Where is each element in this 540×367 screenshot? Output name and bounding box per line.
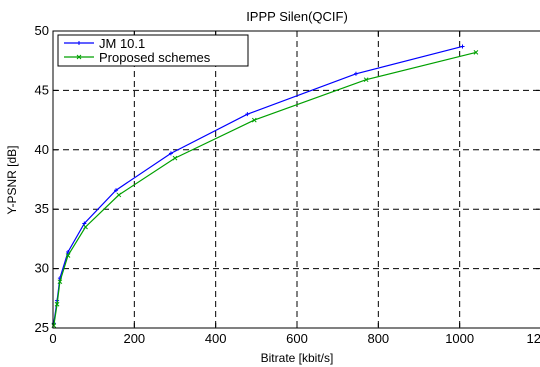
data-point bbox=[83, 224, 88, 230]
legend-label: Proposed schemes bbox=[99, 50, 211, 65]
y-tick-label: 25 bbox=[35, 320, 49, 335]
x-tick-label: 400 bbox=[205, 331, 227, 346]
legend-item: Proposed schemes bbox=[64, 50, 211, 65]
y-tick-label: 50 bbox=[35, 23, 49, 38]
series-layer bbox=[51, 44, 479, 328]
legend-item: JM 10.1 bbox=[64, 36, 145, 51]
data-point bbox=[363, 77, 369, 83]
grid bbox=[53, 31, 540, 328]
legend-box bbox=[57, 34, 249, 67]
data-point bbox=[82, 221, 87, 226]
x-tick-label: 1000 bbox=[445, 331, 474, 346]
series-line bbox=[53, 51, 477, 326]
y-tick-label: 35 bbox=[35, 201, 49, 216]
data-point bbox=[172, 155, 178, 161]
x-tick-label: 200 bbox=[123, 331, 145, 346]
plot-area bbox=[53, 31, 540, 328]
y-tick-label: 30 bbox=[35, 261, 49, 276]
series-2 bbox=[51, 50, 479, 328]
data-point bbox=[65, 253, 71, 258]
x-tick-label: 600 bbox=[286, 331, 308, 346]
chart-title: IPPP Silen(QCIF) bbox=[246, 9, 348, 24]
data-point bbox=[245, 112, 250, 117]
y-axis-label: Y-PSNR [dB] bbox=[5, 146, 19, 215]
data-point bbox=[54, 301, 60, 307]
data-point bbox=[57, 279, 63, 285]
legend-label: JM 10.1 bbox=[99, 36, 145, 51]
data-point bbox=[116, 192, 122, 198]
data-point bbox=[66, 249, 71, 254]
data-point bbox=[353, 71, 358, 76]
y-tick-label: 45 bbox=[35, 82, 49, 97]
x-tick-label: 0 bbox=[49, 331, 56, 346]
x-tick-label: 1200 bbox=[527, 331, 540, 346]
data-point bbox=[168, 151, 173, 156]
ticks: 0 200 400 600 800 1000 1200 25 30 35 40 45 50 bbox=[35, 23, 540, 346]
data-point bbox=[460, 44, 465, 49]
legend-swatch-marker bbox=[77, 41, 81, 45]
y-tick-label: 40 bbox=[35, 142, 49, 157]
x-axis-label: Bitrate [kbit/s] bbox=[261, 351, 334, 365]
data-point bbox=[114, 188, 119, 193]
data-point bbox=[473, 50, 479, 55]
legend-swatch-marker bbox=[76, 54, 82, 60]
data-point bbox=[251, 117, 257, 123]
data-point bbox=[51, 323, 57, 328]
x-tick-label: 800 bbox=[367, 331, 389, 346]
